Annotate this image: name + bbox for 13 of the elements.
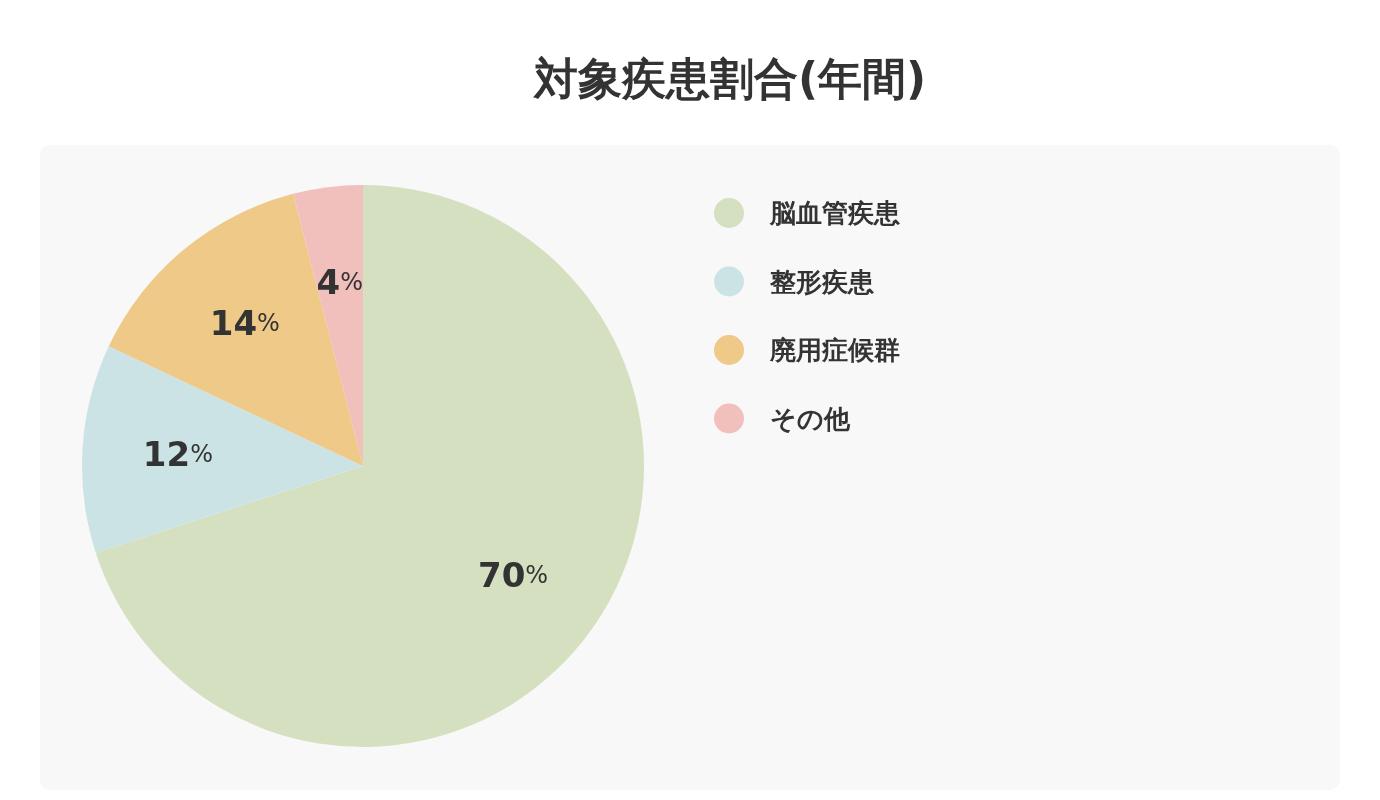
legend-label: その他	[770, 403, 851, 434]
legend-label: 脳血管疾患	[769, 198, 900, 228]
data-label: 4%	[316, 262, 363, 302]
pie-slice	[95, 185, 644, 747]
pie-slice	[82, 346, 363, 553]
legend-label: 整形疾患	[769, 266, 874, 297]
pie-slice	[293, 185, 363, 466]
chart-title: 対象疾患割合(年間)	[531, 52, 927, 104]
pie-slice	[108, 193, 363, 466]
data-label: 70%	[477, 555, 549, 596]
data-label: 12%	[142, 434, 213, 475]
data-label: 14%	[209, 303, 280, 344]
legend-label: 廃用症候群	[769, 335, 900, 365]
